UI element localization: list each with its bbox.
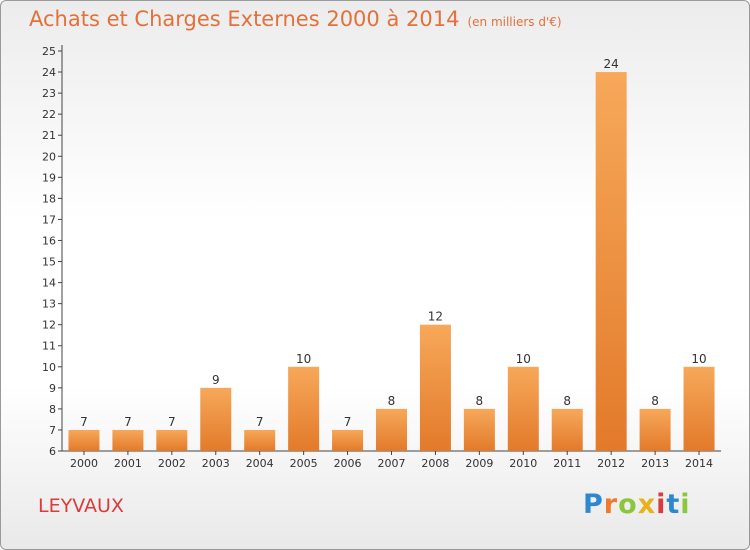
logo-letter: x <box>637 489 657 520</box>
y-tick-label: 10 <box>42 361 56 374</box>
data-label: 7 <box>168 415 176 429</box>
bar <box>683 366 715 451</box>
logo-letter: i <box>680 489 691 520</box>
data-label: 8 <box>388 394 396 408</box>
data-label: 8 <box>476 394 484 408</box>
x-tick-label: 2003 <box>202 457 230 470</box>
y-tick-label: 14 <box>42 277 56 290</box>
y-tick-label: 11 <box>42 340 56 353</box>
y-tick-label: 22 <box>42 108 56 121</box>
logo-letter: i <box>656 489 667 520</box>
x-tick-label: 2002 <box>158 457 186 470</box>
y-tick-label: 17 <box>42 213 56 226</box>
bar <box>68 429 100 451</box>
bar <box>419 324 451 451</box>
bar <box>200 387 232 451</box>
x-tick-label: 2009 <box>465 457 493 470</box>
y-tick-label: 16 <box>42 234 56 247</box>
logo-letter: o <box>618 489 638 520</box>
bar <box>332 429 364 451</box>
y-tick-label: 21 <box>42 129 56 142</box>
x-tick-label: 2012 <box>597 457 625 470</box>
proxiti-logo: Proxiti <box>583 489 691 520</box>
bar <box>156 429 188 451</box>
x-tick-label: 2008 <box>421 457 449 470</box>
data-label: 10 <box>516 352 531 366</box>
y-tick-label: 6 <box>49 445 56 458</box>
y-tick-label: 19 <box>42 171 56 184</box>
y-tick-label: 18 <box>42 192 56 205</box>
data-label: 12 <box>428 310 443 324</box>
y-tick-label: 8 <box>49 403 56 416</box>
data-label: 7 <box>256 415 264 429</box>
y-tick-label: 25 <box>42 45 56 58</box>
y-tick-label: 24 <box>42 66 56 79</box>
bar <box>244 429 276 451</box>
data-label: 8 <box>563 394 571 408</box>
bar <box>463 408 495 451</box>
x-tick-label: 2004 <box>246 457 274 470</box>
y-tick-label: 12 <box>42 319 56 332</box>
bar <box>112 429 144 451</box>
y-tick-label: 7 <box>49 424 56 437</box>
chart-bars: 7 7 7 9 7 10 7 8 12 8 10 8 24 8 10 <box>68 57 715 451</box>
bar <box>507 366 539 451</box>
y-tick-label: 15 <box>42 256 56 269</box>
x-tick-label: 2010 <box>509 457 537 470</box>
data-label: 7 <box>124 415 132 429</box>
data-label: 9 <box>212 373 220 387</box>
bar <box>551 408 583 451</box>
bar <box>376 408 407 451</box>
chart-title: Achats et Charges Externes 2000 à 2014 (e… <box>29 7 562 31</box>
x-tick-label: 2006 <box>334 457 362 470</box>
x-tick-label: 2013 <box>641 457 669 470</box>
data-label: 10 <box>296 352 311 366</box>
y-tick-label: 23 <box>42 87 56 100</box>
data-label: 8 <box>651 394 659 408</box>
y-tick-label: 13 <box>42 298 56 311</box>
x-tick-label: 2014 <box>685 457 713 470</box>
bar <box>595 72 627 451</box>
x-tick-label: 2007 <box>378 457 406 470</box>
chart-axes: 6 7 8 9 10 11 12 13 14 15 16 17 18 19 20 21 22 23 24 25 2000… <box>42 45 721 470</box>
data-label: 7 <box>80 415 88 429</box>
logo-letter: P <box>583 489 604 520</box>
data-label: 10 <box>691 352 706 366</box>
data-label: 7 <box>344 415 352 429</box>
bar <box>288 366 320 451</box>
data-label: 24 <box>604 57 619 71</box>
x-tick-label: 2001 <box>114 457 142 470</box>
x-tick-label: 2000 <box>70 457 98 470</box>
place-name: LEYVAUX <box>38 495 124 517</box>
chart-unit: (en milliers d'€) <box>467 15 562 29</box>
y-tick-label: 20 <box>42 150 56 163</box>
logo-letter: t <box>666 489 681 520</box>
x-tick-label: 2011 <box>553 457 581 470</box>
bar <box>639 408 671 451</box>
y-tick-label: 9 <box>49 382 56 395</box>
x-tick-label: 2005 <box>290 457 318 470</box>
logo-letter: r <box>603 489 619 520</box>
chart-title-text: Achats et Charges Externes 2000 à 2014 <box>29 7 460 31</box>
